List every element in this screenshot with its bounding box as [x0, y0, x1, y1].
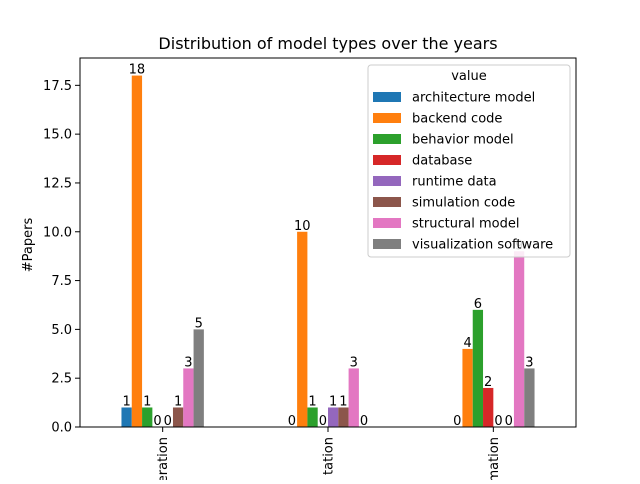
- legend-swatch: [373, 197, 401, 207]
- y-tick-label: 7.5: [51, 274, 72, 289]
- bar-value-label: 1: [339, 394, 347, 409]
- bar: [172, 407, 184, 427]
- legend-swatch: [373, 218, 401, 228]
- bar: [307, 407, 318, 427]
- bar-value-label: 1: [308, 394, 316, 409]
- legend-swatch: [373, 176, 401, 186]
- legend-swatch: [373, 134, 401, 144]
- y-axis-label: #Papers: [21, 218, 36, 273]
- legend: value architecture model backend code beha…: [367, 64, 571, 258]
- bar-value-label: 0: [164, 414, 172, 429]
- legend-swatch: [373, 92, 401, 102]
- legend-swatch: [373, 239, 401, 249]
- bar: [183, 368, 194, 427]
- legend-label: database: [412, 154, 472, 169]
- bar: [524, 368, 535, 427]
- legend-title: value: [451, 69, 487, 84]
- bar-value-label: 1: [122, 394, 130, 409]
- bar-value-label: 18: [129, 63, 146, 78]
- bar-value-label: 1: [143, 394, 151, 409]
- bar: [131, 75, 143, 428]
- bar-value-label: 2: [484, 375, 492, 390]
- legend-box: [367, 64, 571, 258]
- bar-value-label: 6: [474, 297, 482, 312]
- bar: [348, 368, 359, 427]
- bar-value-label: 3: [525, 355, 533, 370]
- bar: [193, 329, 204, 427]
- x-tick-label: eration: [156, 437, 171, 480]
- y-tick-label: 12.5: [43, 176, 72, 191]
- y-tick-label: 10.0: [43, 225, 72, 240]
- bar: [483, 387, 494, 427]
- bar-value-label: 1: [329, 394, 337, 409]
- legend-swatch: [373, 155, 401, 165]
- legend-label: architecture model: [412, 91, 535, 106]
- bar: [142, 407, 153, 427]
- x-tick-label: mation: [487, 437, 502, 480]
- bar-value-label: 0: [494, 414, 502, 429]
- legend-label: backend code: [412, 112, 502, 127]
- bar-value-label: 0: [288, 414, 296, 429]
- bar-value-label: 0: [453, 414, 461, 429]
- bar: [328, 407, 339, 427]
- legend-label: behavior model: [412, 133, 514, 148]
- bar-value-label: 0: [505, 414, 513, 429]
- bar: [462, 348, 473, 427]
- bar-value-label: 3: [350, 355, 358, 370]
- bar-value-label: 10: [294, 219, 311, 234]
- legend-swatch: [373, 113, 401, 123]
- bar: [338, 407, 349, 427]
- y-tick-label: 15.0: [43, 128, 72, 143]
- y-tick-label: 2.5: [51, 372, 72, 387]
- bar-value-label: 4: [463, 336, 471, 351]
- legend-label: simulation code: [412, 196, 515, 211]
- legend-label: runtime data: [412, 175, 497, 190]
- chart-title: Distribution of model types over the yea…: [158, 34, 497, 53]
- bar: [297, 231, 308, 427]
- bar-value-label: 0: [360, 414, 368, 429]
- x-tick-label: tation: [322, 437, 337, 475]
- legend-label: structural model: [412, 217, 519, 232]
- bar-value-label: 3: [184, 355, 192, 370]
- bar-value-label: 5: [195, 316, 203, 331]
- y-tick-label: 0.0: [51, 421, 72, 436]
- legend-label: visualization software: [412, 238, 553, 253]
- bar: [513, 251, 525, 427]
- bar: [472, 309, 484, 427]
- bar: [121, 407, 132, 427]
- bar-value-label: 0: [153, 414, 161, 429]
- y-tick-label: 5.0: [51, 323, 72, 338]
- y-tick-label: 17.5: [43, 79, 72, 94]
- bar-value-label: 1: [174, 394, 182, 409]
- bar-value-label: 0: [319, 414, 327, 429]
